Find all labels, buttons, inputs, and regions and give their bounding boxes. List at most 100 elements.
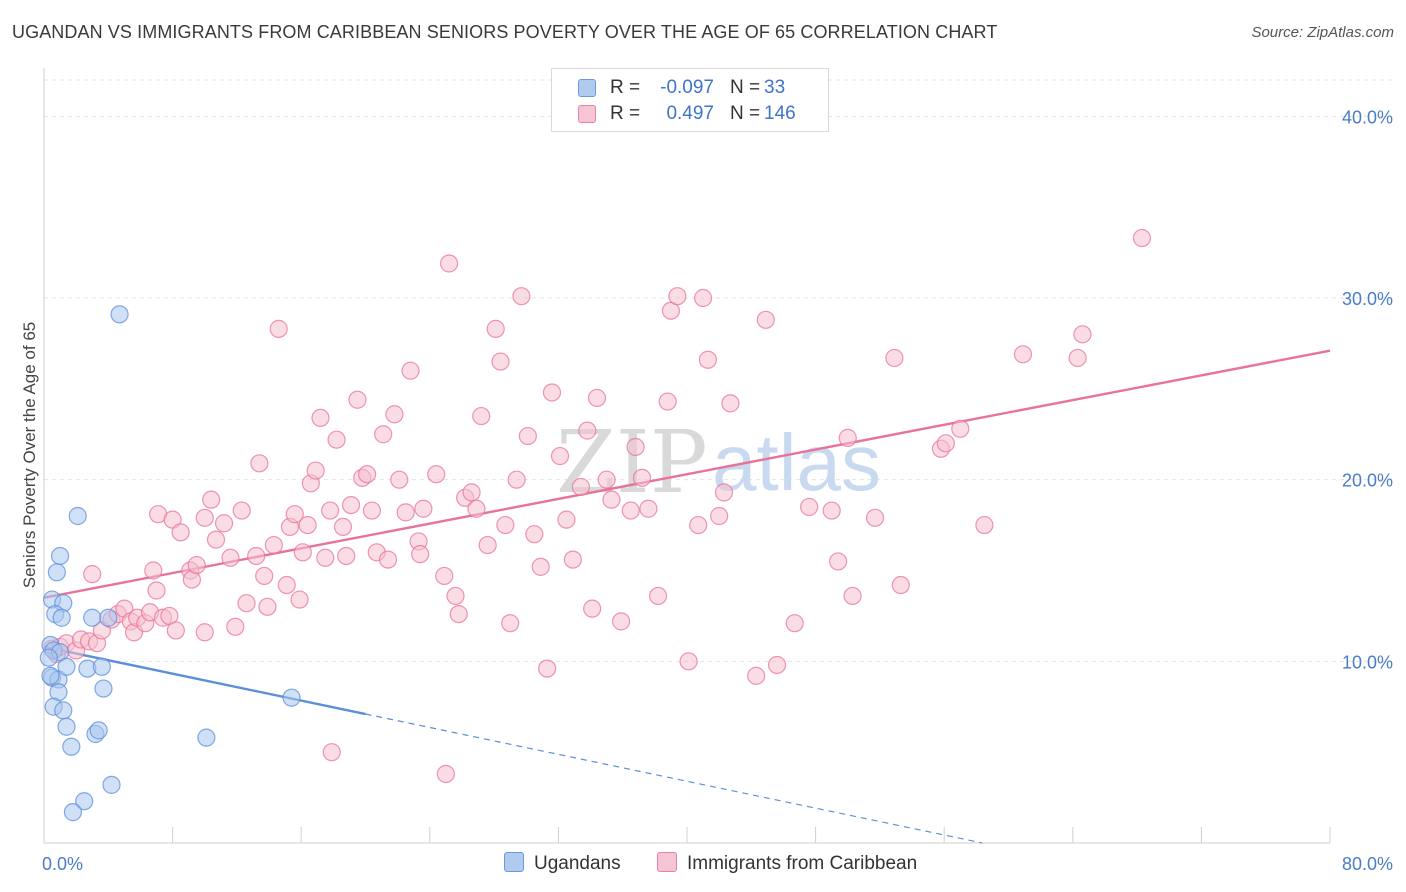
caribbean-point bbox=[714, 483, 734, 502]
ugandans-point bbox=[50, 546, 70, 566]
caribbean-point bbox=[496, 515, 515, 535]
caribbean-point bbox=[597, 470, 616, 489]
caribbean-point bbox=[501, 614, 520, 633]
legend-swatch-caribbean bbox=[578, 105, 596, 123]
caribbean-point bbox=[693, 288, 713, 308]
ugandans-point bbox=[62, 737, 81, 756]
axes bbox=[43, 68, 1331, 844]
caribbean-point bbox=[538, 659, 557, 678]
caribbean-point bbox=[611, 612, 631, 631]
ugandans-point bbox=[57, 717, 76, 736]
caribbean-point bbox=[587, 388, 607, 408]
caribbean-point bbox=[467, 499, 486, 518]
caribbean-point bbox=[446, 586, 465, 606]
caribbean-point bbox=[829, 552, 848, 571]
caribbean-point bbox=[507, 470, 526, 489]
caribbean-point bbox=[1068, 348, 1087, 368]
caribbean-point bbox=[206, 530, 226, 549]
ugandans-point bbox=[83, 608, 102, 627]
caribbean-point bbox=[951, 419, 970, 438]
ugandans-point bbox=[68, 506, 87, 526]
watermark-atlas: atlas bbox=[712, 418, 881, 507]
ugandans-point bbox=[63, 803, 83, 822]
caribbean-point bbox=[885, 348, 904, 368]
ugandans-point bbox=[39, 648, 58, 667]
legend-label-caribbean: Immigrants from Caribbean bbox=[687, 853, 918, 874]
caribbean-point bbox=[269, 319, 288, 338]
caribbean-point bbox=[936, 434, 955, 453]
caribbean-point bbox=[439, 254, 459, 273]
caribbean-point bbox=[255, 566, 274, 586]
ugandans-trend-line-extension bbox=[365, 713, 983, 844]
caribbean-point bbox=[648, 586, 668, 606]
legend-n-label: N = bbox=[730, 77, 761, 98]
ugandans-point bbox=[47, 563, 66, 582]
caribbean-point bbox=[721, 394, 740, 413]
caribbean-point bbox=[232, 501, 251, 520]
x-tick-labels: 0.0% 80.0% bbox=[42, 854, 1393, 874]
caribbean-point bbox=[341, 496, 361, 515]
legend-swatch-ugandans bbox=[578, 79, 596, 97]
legend-label-ugandans: Ugandans bbox=[534, 853, 621, 874]
caribbean-point bbox=[747, 666, 766, 685]
caribbean-point bbox=[411, 545, 430, 564]
caribbean-point bbox=[891, 575, 910, 595]
ugandans-point bbox=[102, 775, 121, 794]
chart-title: UGANDAN VS IMMIGRANTS FROM CARIBBEAN SEN… bbox=[12, 22, 998, 42]
caribbean-point bbox=[237, 594, 256, 613]
caribbean-point bbox=[396, 503, 415, 522]
ugandans-point bbox=[75, 792, 94, 811]
caribbean-point bbox=[362, 501, 382, 520]
caribbean-point bbox=[843, 586, 862, 606]
ugandans-point bbox=[94, 679, 113, 698]
ugandans-point bbox=[99, 608, 118, 627]
legend-r-value: -0.097 bbox=[660, 77, 714, 98]
caribbean-point bbox=[462, 483, 481, 502]
chart-source: Source: ZipAtlas.com bbox=[1251, 24, 1394, 41]
caribbean-point bbox=[838, 428, 857, 447]
legend-n-value: 33 bbox=[764, 77, 786, 98]
caribbean-point bbox=[277, 575, 296, 595]
ugandans-point bbox=[92, 657, 111, 676]
ugandans-point bbox=[57, 657, 76, 676]
caribbean-point bbox=[1073, 325, 1092, 344]
caribbean-point bbox=[427, 465, 446, 484]
caribbean-point bbox=[518, 426, 537, 446]
caribbean-point bbox=[298, 515, 317, 535]
legend-swatch-caribbean bbox=[657, 852, 677, 872]
legend-r-label: R = bbox=[610, 77, 641, 98]
grid-lines bbox=[44, 79, 1392, 662]
legend-item-ugandans[interactable]: Ugandans bbox=[504, 852, 621, 875]
caribbean-point bbox=[1132, 228, 1152, 248]
caribbean-point bbox=[668, 287, 687, 306]
legend-item-caribbean[interactable]: Immigrants from Caribbean bbox=[657, 852, 917, 875]
caribbean-point bbox=[147, 581, 166, 600]
caribbean-point bbox=[414, 499, 433, 518]
caribbean-point bbox=[226, 617, 245, 636]
caribbean-point bbox=[491, 352, 510, 371]
caribbean-point bbox=[478, 535, 497, 555]
caribbean-point bbox=[358, 465, 377, 484]
caribbean-point bbox=[557, 510, 576, 529]
caribbean-point bbox=[202, 490, 221, 509]
caribbean-point bbox=[247, 546, 266, 566]
caribbean-point bbox=[571, 477, 591, 497]
caribbean-point bbox=[316, 548, 335, 567]
caribbean-point bbox=[435, 566, 454, 586]
caribbean-point bbox=[512, 287, 531, 306]
caribbean-point bbox=[293, 543, 312, 562]
y-tick-label: 40.0% bbox=[1342, 107, 1393, 127]
legend-n-value: 146 bbox=[764, 103, 796, 124]
correlation-legend: R = -0.097 N = 33 R = 0.497 N = 146 bbox=[551, 68, 829, 132]
ugandans-point bbox=[110, 305, 129, 324]
caribbean-point bbox=[311, 408, 330, 427]
caribbean-point bbox=[531, 557, 550, 576]
caribbean-point bbox=[83, 565, 102, 584]
caribbean-point bbox=[285, 505, 304, 524]
caribbean-point bbox=[322, 743, 341, 762]
caribbean-point bbox=[187, 555, 206, 575]
caribbean-point bbox=[563, 550, 582, 569]
caribbean-point bbox=[378, 550, 398, 569]
caribbean-point bbox=[975, 515, 994, 535]
caribbean-point bbox=[348, 390, 367, 409]
